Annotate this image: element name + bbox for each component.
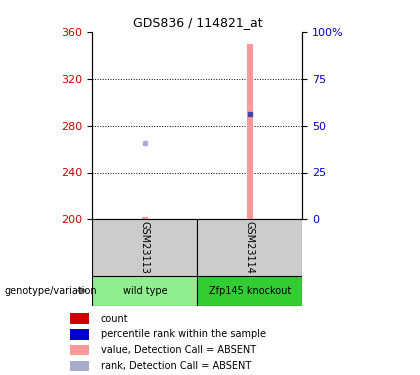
Text: GSM23113: GSM23113 — [140, 221, 150, 274]
Title: GDS836 / 114821_at: GDS836 / 114821_at — [133, 16, 262, 29]
Bar — [142, 217, 148, 219]
Bar — [197, 219, 302, 276]
Text: GSM23114: GSM23114 — [245, 221, 255, 274]
Bar — [197, 276, 302, 306]
Bar — [70, 314, 89, 324]
Text: count: count — [101, 314, 129, 324]
Bar — [92, 219, 197, 276]
Bar — [92, 276, 197, 306]
Text: rank, Detection Call = ABSENT: rank, Detection Call = ABSENT — [101, 361, 251, 371]
Text: wild type: wild type — [123, 286, 167, 296]
Text: value, Detection Call = ABSENT: value, Detection Call = ABSENT — [101, 345, 256, 355]
Bar — [70, 361, 89, 371]
Text: Zfp145 knockout: Zfp145 knockout — [209, 286, 291, 296]
Text: genotype/variation: genotype/variation — [4, 286, 97, 296]
Text: percentile rank within the sample: percentile rank within the sample — [101, 329, 266, 339]
Bar — [70, 345, 89, 355]
Bar — [70, 329, 89, 340]
Bar — [247, 44, 253, 219]
